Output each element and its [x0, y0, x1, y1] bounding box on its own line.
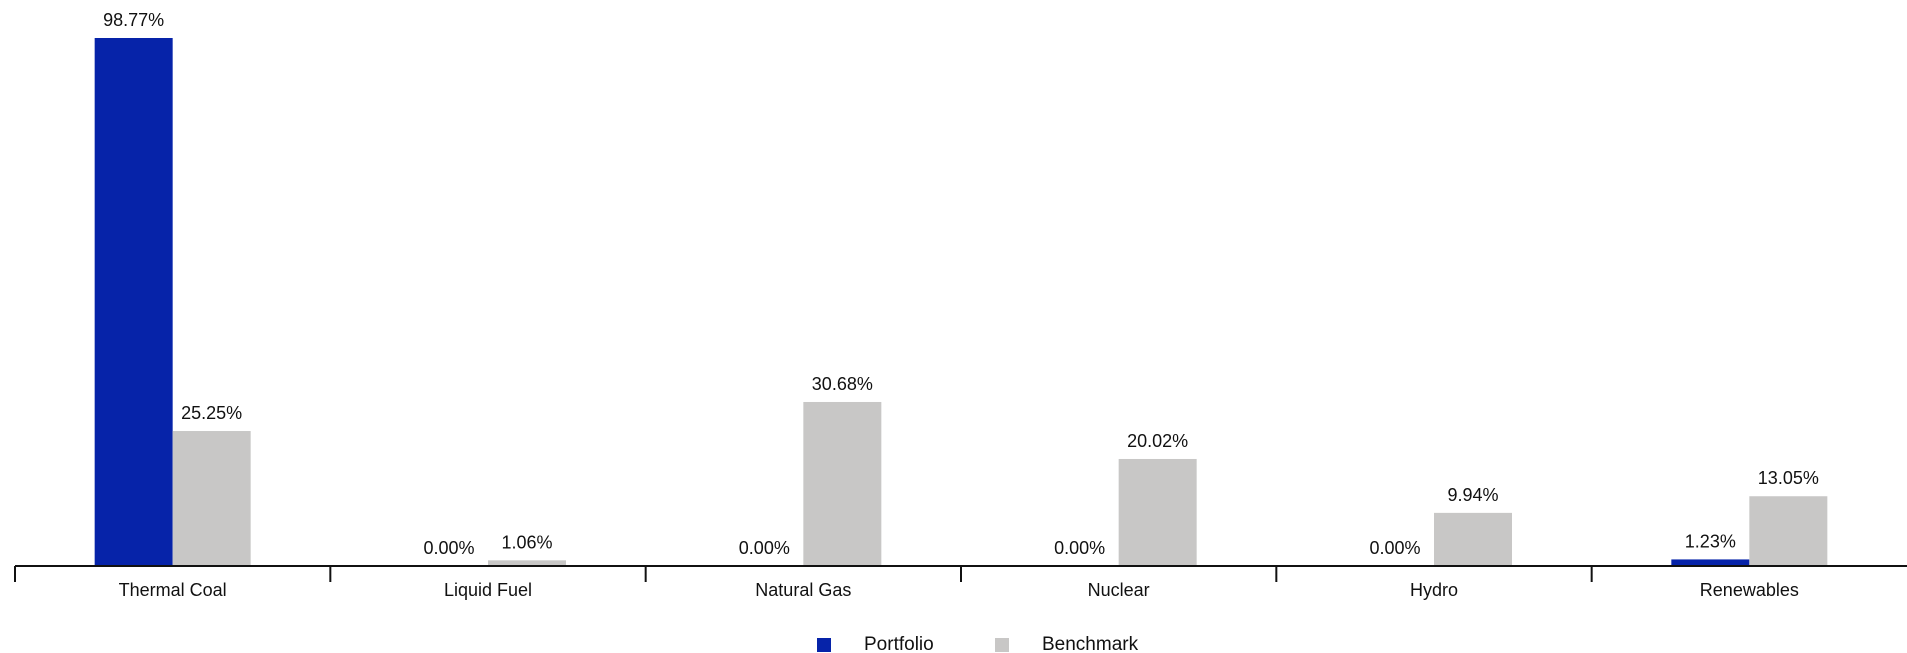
data-label-portfolio-renewables: 1.23%	[1685, 531, 1736, 551]
data-label-benchmark-liquid-fuel: 1.06%	[501, 532, 552, 552]
bar-benchmark-natural-gas	[803, 401, 882, 566]
data-label-portfolio-thermal-coal: 98.77%	[103, 10, 164, 30]
x-tick-label: Natural Gas	[755, 580, 851, 600]
x-tick-label: Renewables	[1700, 580, 1799, 600]
bar-benchmark-liquid-fuel	[488, 560, 566, 566]
bar-benchmark-nuclear	[1118, 458, 1197, 566]
data-label-benchmark-nuclear: 20.02%	[1127, 431, 1188, 451]
x-tick-label: Hydro	[1410, 580, 1458, 600]
data-label-benchmark-hydro: 9.94%	[1447, 485, 1498, 505]
legend-swatch-benchmark	[995, 638, 1009, 652]
data-label-portfolio-natural-gas: 0.00%	[739, 538, 790, 558]
legend-label-portfolio: Portfolio	[864, 634, 934, 653]
data-label-portfolio-nuclear: 0.00%	[1054, 538, 1105, 558]
bar-benchmark-renewables	[1749, 496, 1828, 566]
data-label-benchmark-thermal-coal: 25.25%	[181, 403, 242, 423]
data-label-benchmark-natural-gas: 30.68%	[812, 374, 873, 394]
data-label-portfolio-liquid-fuel: 0.00%	[423, 538, 474, 558]
data-label-portfolio-hydro: 0.00%	[1369, 538, 1420, 558]
bar-benchmark-hydro	[1434, 512, 1512, 566]
bar-benchmark-thermal-coal	[172, 431, 251, 566]
bar-portfolio-renewables	[1671, 559, 1750, 566]
legend: Portfolio Benchmark	[817, 634, 1139, 653]
x-tick-label: Thermal Coal	[119, 580, 227, 600]
x-axis: Thermal Coal Liquid Fuel Natural Gas Nuclea…	[14, 565, 1907, 600]
data-label-benchmark-renewables: 13.05%	[1758, 468, 1819, 488]
bar-portfolio-thermal-coal	[94, 38, 173, 566]
x-tick-label: Nuclear	[1088, 580, 1150, 600]
legend-swatch-portfolio	[817, 638, 831, 652]
x-tick-label: Liquid Fuel	[444, 580, 532, 600]
legend-label-benchmark: Benchmark	[1042, 634, 1139, 653]
plot-area: 98.77% 25.25% 0.00% 1.06% 0.00% 30.68% 0.00% 20…	[94, 10, 1828, 566]
